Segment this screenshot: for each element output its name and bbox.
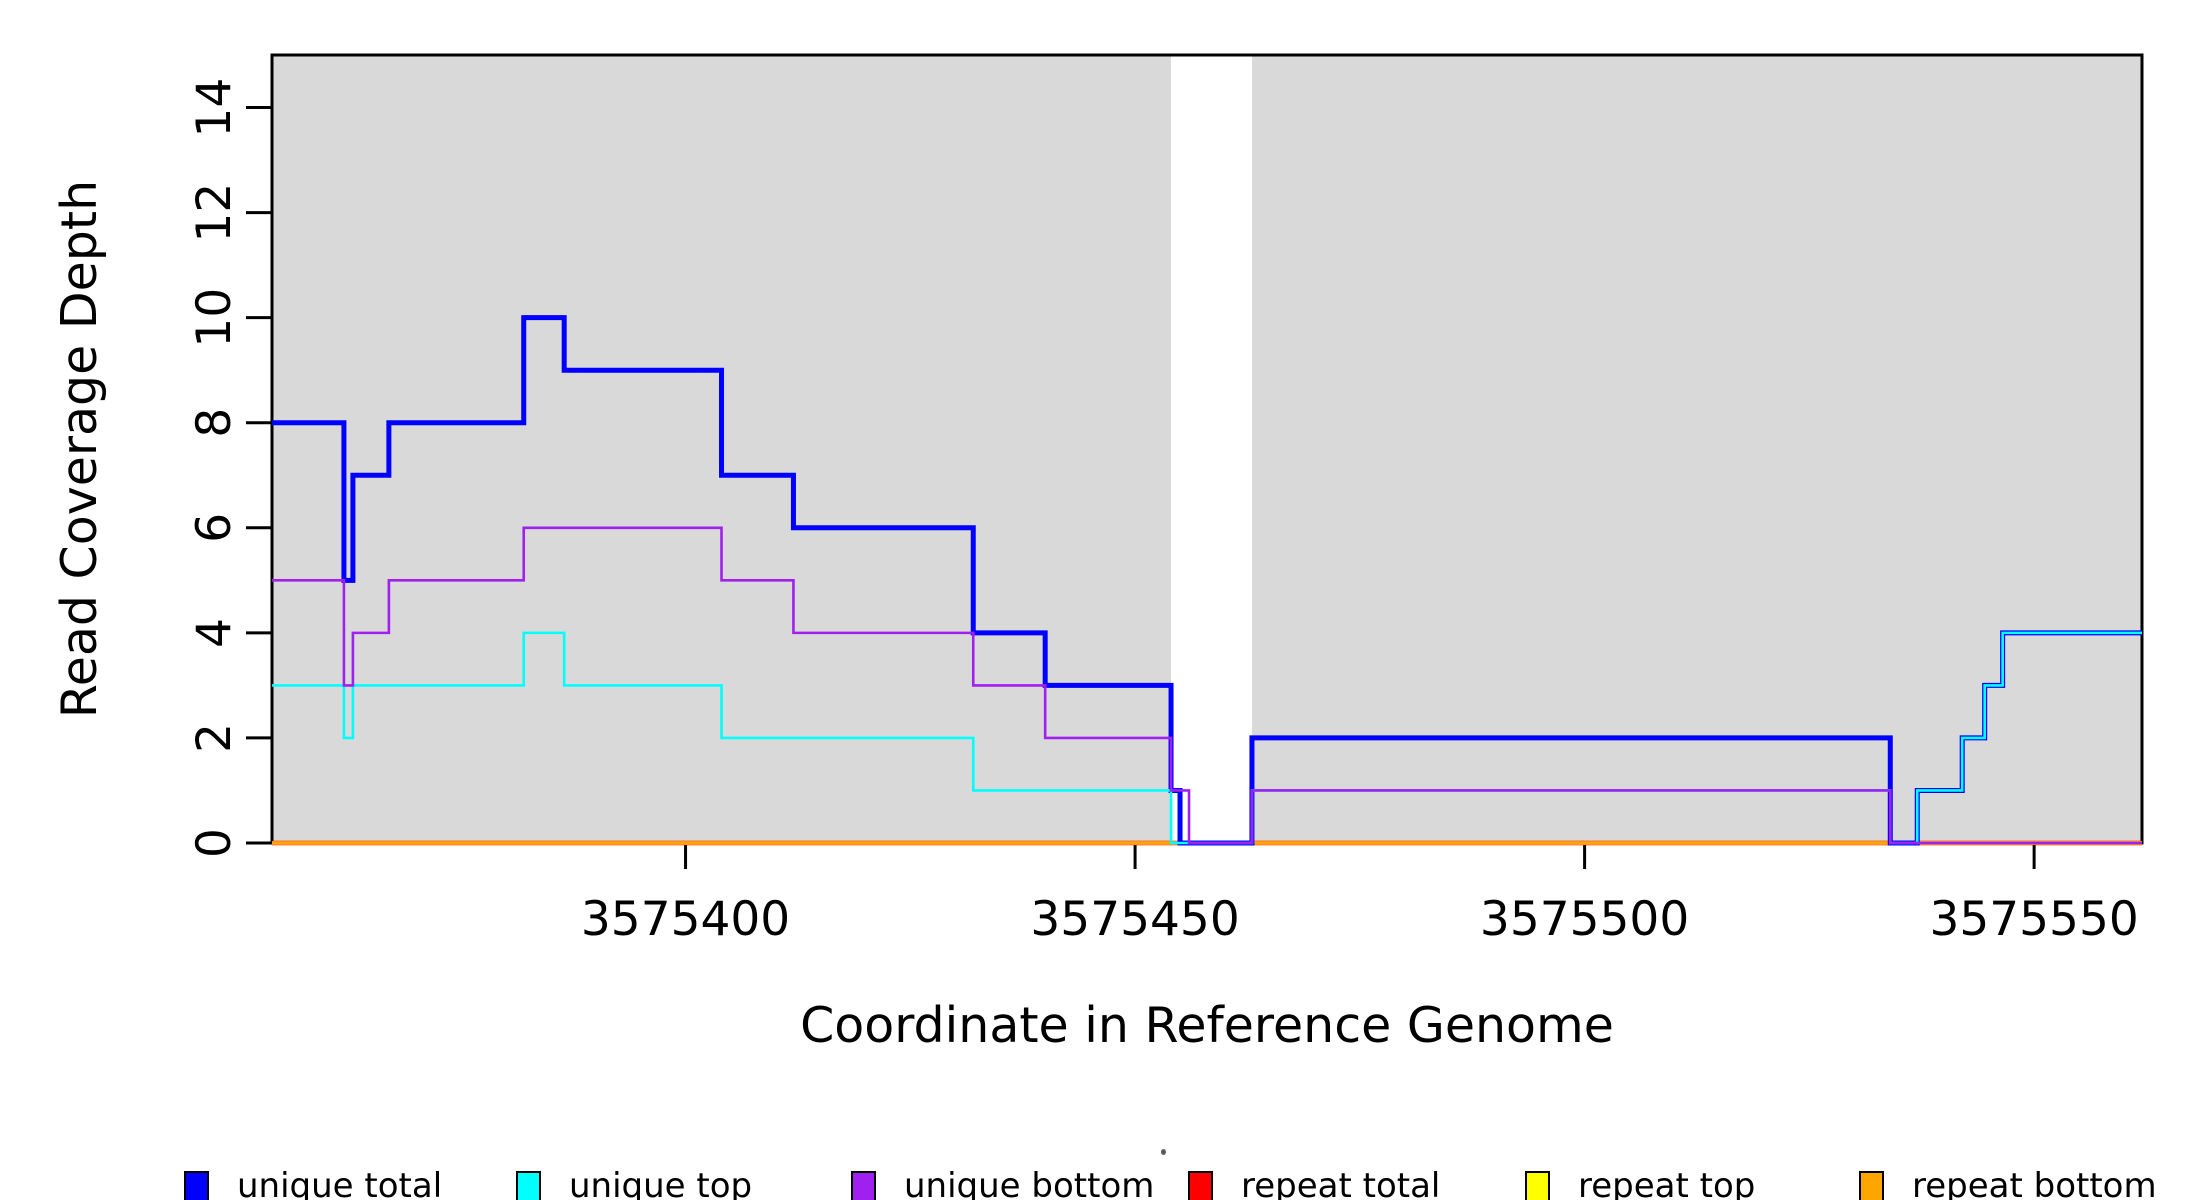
legend-label: unique total <box>237 1166 443 1200</box>
y-tick-label: 4 <box>187 618 242 648</box>
legend-item-unique-bottom: unique bottom <box>851 1166 1154 1200</box>
legend-swatch-repeat-bottom <box>1859 1170 1884 1200</box>
x-tick-label: 3575550 <box>1929 892 2138 947</box>
legend-label: unique bottom <box>904 1166 1155 1200</box>
y-axis-title: Read Coverage Depth <box>51 179 108 719</box>
legend-label: repeat total <box>1241 1166 1441 1200</box>
legend-swatch-repeat-top <box>1525 1170 1550 1200</box>
series-unique-bottom <box>272 526 2142 845</box>
y-tick-label: 10 <box>187 288 242 348</box>
x-tick-label: 3575500 <box>1480 892 1689 947</box>
legend-item-unique-total: unique total <box>184 1166 442 1200</box>
y-tick-label: 0 <box>187 828 242 858</box>
series-unique-top <box>272 631 2142 845</box>
legend-item-repeat-bottom: repeat bottom <box>1859 1166 2157 1200</box>
legend-swatch-unique-bottom <box>851 1170 876 1200</box>
y-axis: 0 2 4 6 8 10 12 14 <box>187 78 272 858</box>
legend-item-repeat-top: repeat top <box>1525 1166 1755 1200</box>
shaded-region <box>1251 55 2142 843</box>
x-axis-title: Coordinate in Reference Genome <box>800 997 1614 1054</box>
legend-swatch-unique-top <box>516 1170 541 1200</box>
series-lines <box>272 315 2142 846</box>
legend-label: repeat bottom <box>1912 1166 2157 1200</box>
legend-swatch-unique-total <box>184 1170 209 1200</box>
y-tick-label: 2 <box>187 723 242 753</box>
x-tick-label: 3575450 <box>1030 892 1239 947</box>
y-tick-label: 14 <box>187 78 242 138</box>
x-tick-label: 3575400 <box>581 892 790 947</box>
legend-item-repeat-total: repeat total <box>1188 1166 1440 1200</box>
legend-item-unique-top: unique top <box>516 1166 752 1200</box>
legend-swatch-repeat-total <box>1188 1170 1213 1200</box>
stray-dot-artifact <box>1161 1149 1166 1155</box>
x-axis: 3575400 3575450 3575500 3575550 <box>581 843 2139 947</box>
y-tick-label: 6 <box>187 513 242 543</box>
y-tick-label: 8 <box>187 408 242 438</box>
legend-label: repeat top <box>1578 1166 1756 1200</box>
plot-background <box>272 55 2142 843</box>
y-tick-label: 12 <box>187 183 242 243</box>
legend-label: unique top <box>569 1166 753 1200</box>
